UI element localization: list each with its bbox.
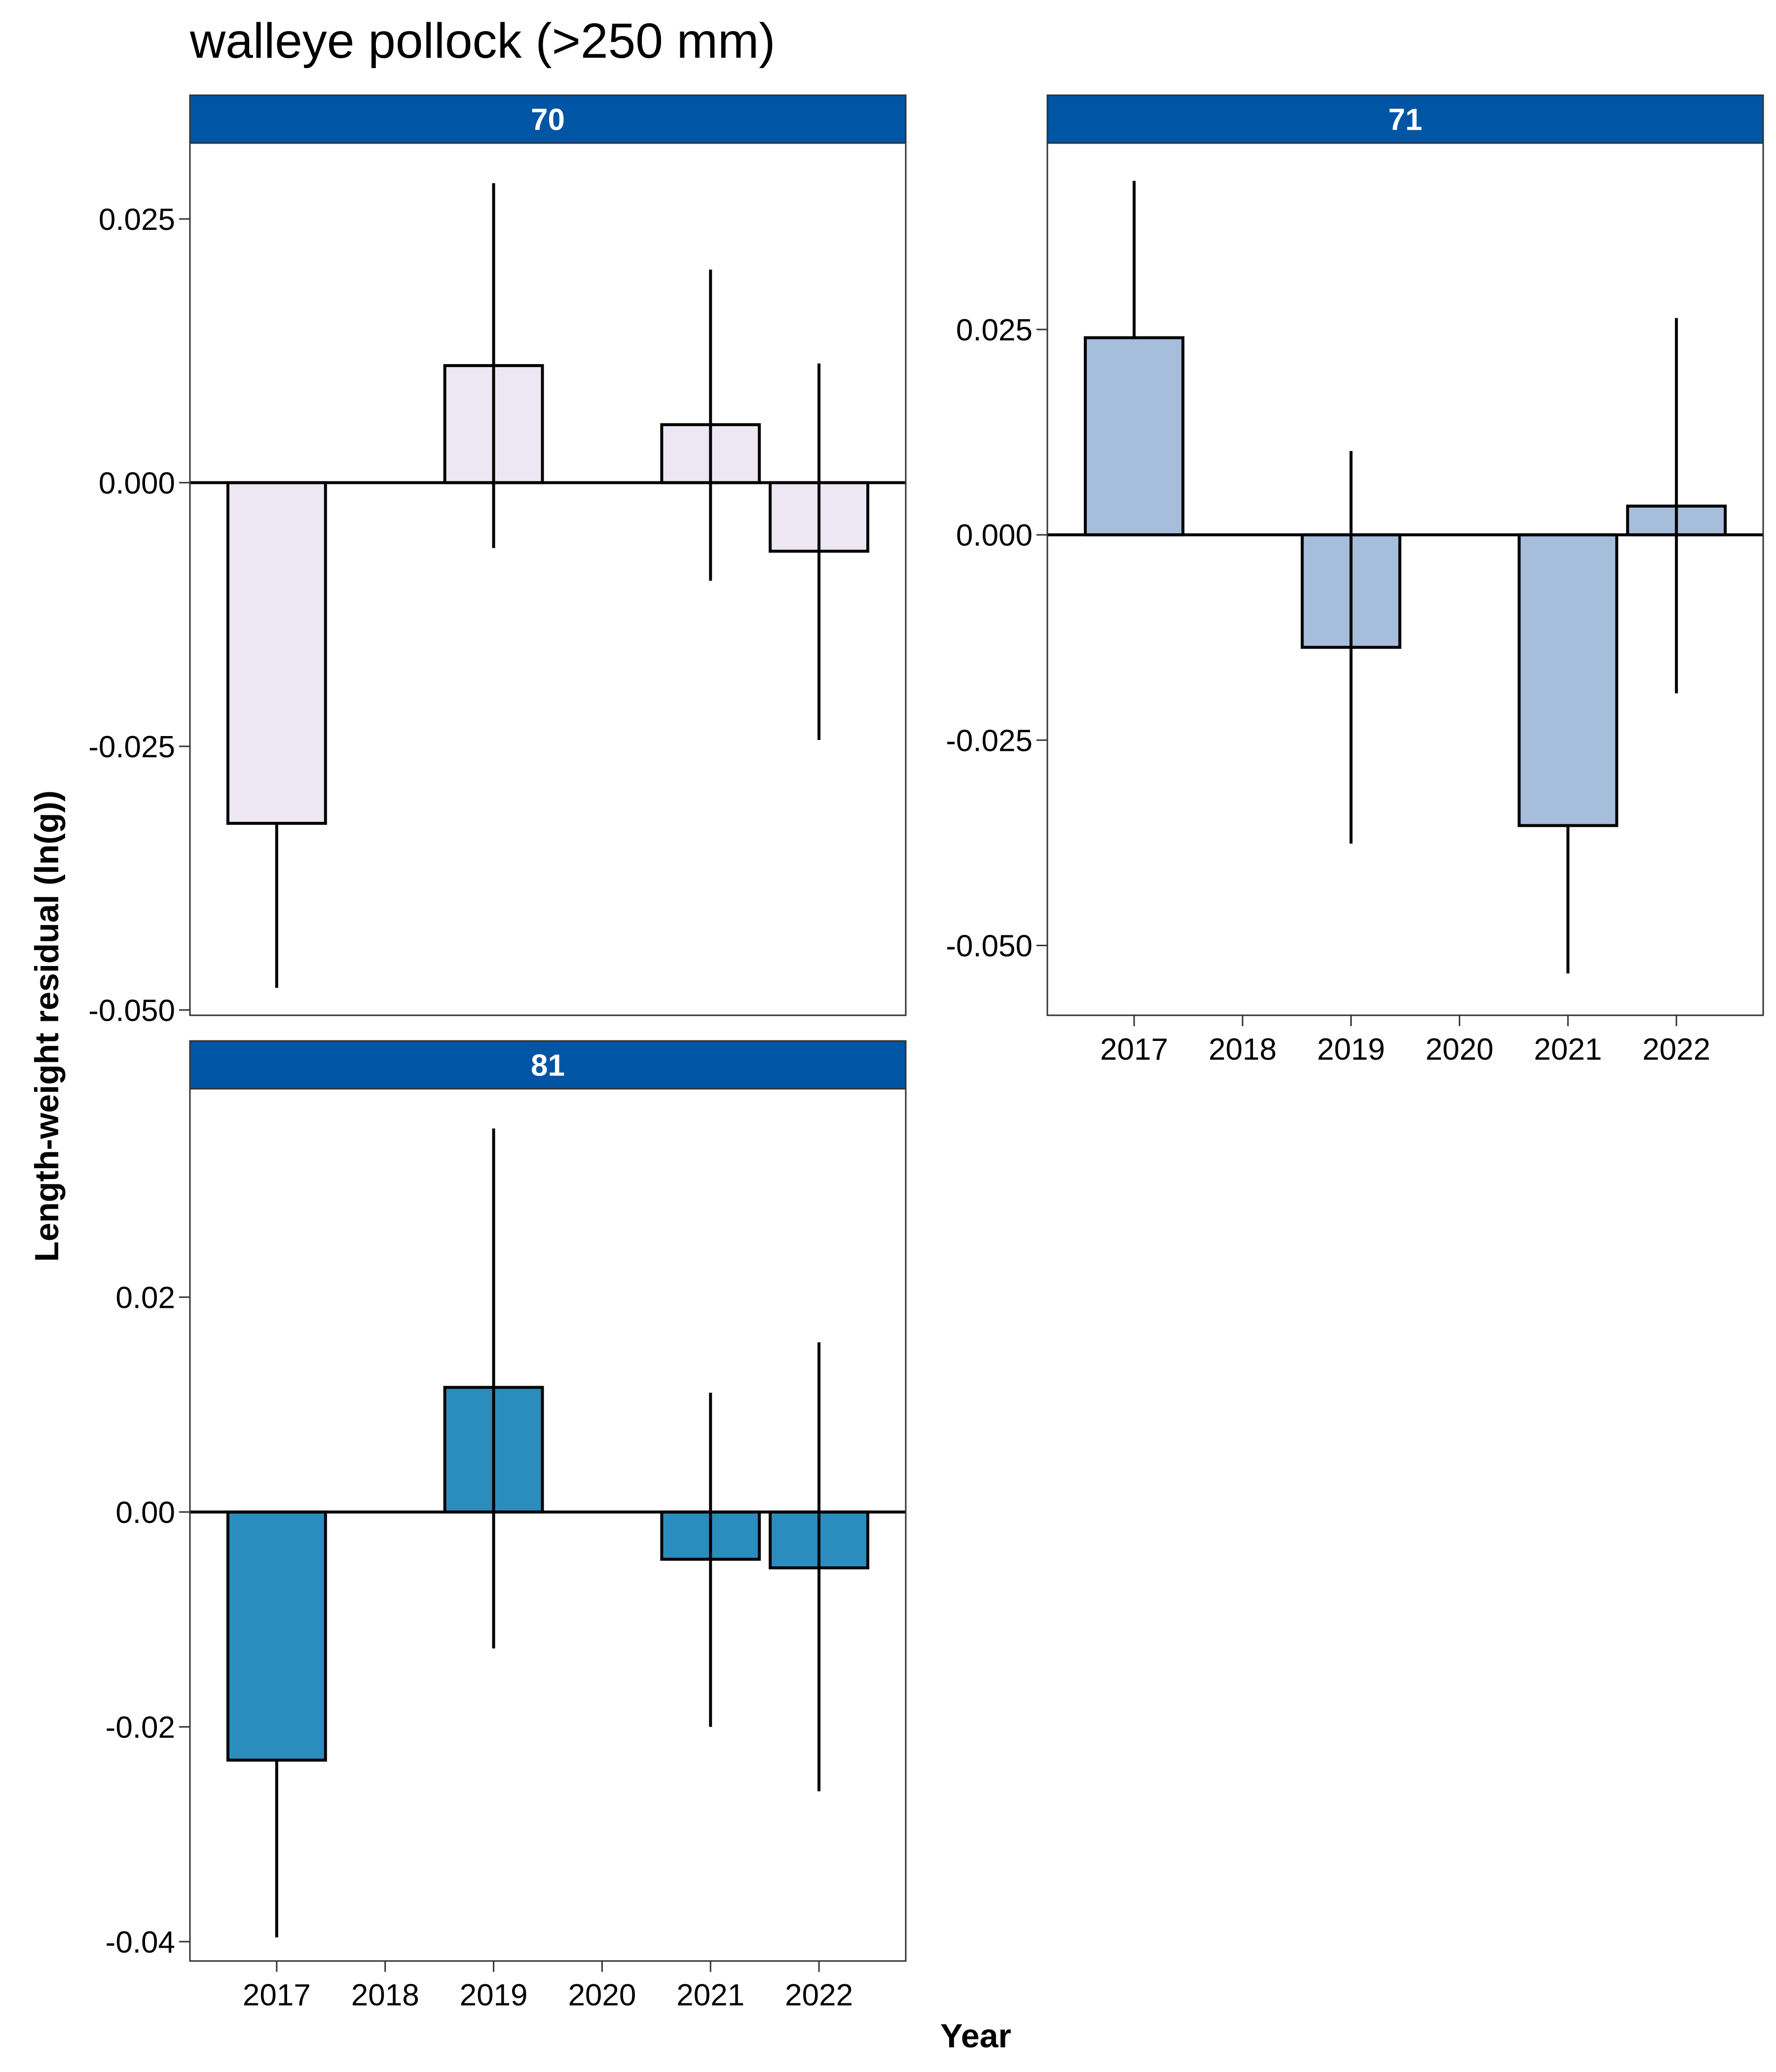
y-tick-label: -0.050 [88,994,175,1028]
y-tick-label: 0.025 [99,203,175,237]
panel-70: 70 0.025 0.000 -0.025 -0.050 [88,94,907,1028]
panel-border [1046,142,1764,1016]
x-tick-label: 2021 [1534,1033,1602,1067]
y-axis-label: Length-weight residual (ln(g)) [28,790,66,1262]
facet-panels: 70 0.025 0.000 -0.025 -0.050 71 0.025 0.000 -0.0… [88,94,1764,2012]
panel-border [189,142,907,1016]
y-tick-label: 0.000 [956,518,1033,553]
y-tick-label: -0.02 [106,1710,175,1744]
x-tick-label: 2020 [1425,1033,1493,1067]
panel-71: 71 0.025 0.000 -0.025 -0.050 2017 2018 2019 2020… [946,94,1764,1067]
facet-strip-label: 71 [1388,103,1422,137]
bar [226,481,327,825]
x-tick-label: 2018 [351,1978,419,2012]
x-tick-label: 2022 [785,1978,853,2012]
chart-title: walleye pollock (>250 mm) [189,13,776,69]
facet-strip [1046,94,1764,144]
y-tick-label: -0.025 [88,730,175,764]
bar [226,1510,327,1762]
panel-border [189,1088,907,1962]
y-tick-label: -0.025 [946,724,1033,758]
x-tick-label: 2017 [243,1978,311,2012]
y-tick-label: 0.02 [115,1281,175,1315]
x-tick-label: 2022 [1642,1033,1710,1067]
x-axis-label: Year [940,2017,1011,2055]
y-tick-label: 0.000 [99,466,175,500]
panel-background [1047,143,1763,1015]
bar [1083,336,1184,537]
x-tick-label: 2020 [568,1978,636,2012]
x-tick-label: 2018 [1209,1033,1277,1067]
facet-strip-label: 70 [531,103,565,137]
y-tick-label: -0.04 [106,1925,175,1960]
bar [1517,533,1619,827]
x-tick-label: 2017 [1100,1033,1168,1067]
facet-strip-label: 81 [531,1049,565,1083]
y-tick-label: 0.00 [115,1496,175,1530]
panel-81: 81 0.02 0.00 -0.02 -0.04 2017 2018 2019 2020 2021… [106,1040,907,2012]
x-tick-label: 2019 [1317,1033,1385,1067]
y-tick-label: -0.050 [946,929,1033,963]
facet-strip [189,94,907,144]
y-tick-label: 0.025 [956,313,1033,347]
x-tick-label: 2021 [676,1978,744,2012]
x-tick-label: 2019 [460,1978,528,2012]
